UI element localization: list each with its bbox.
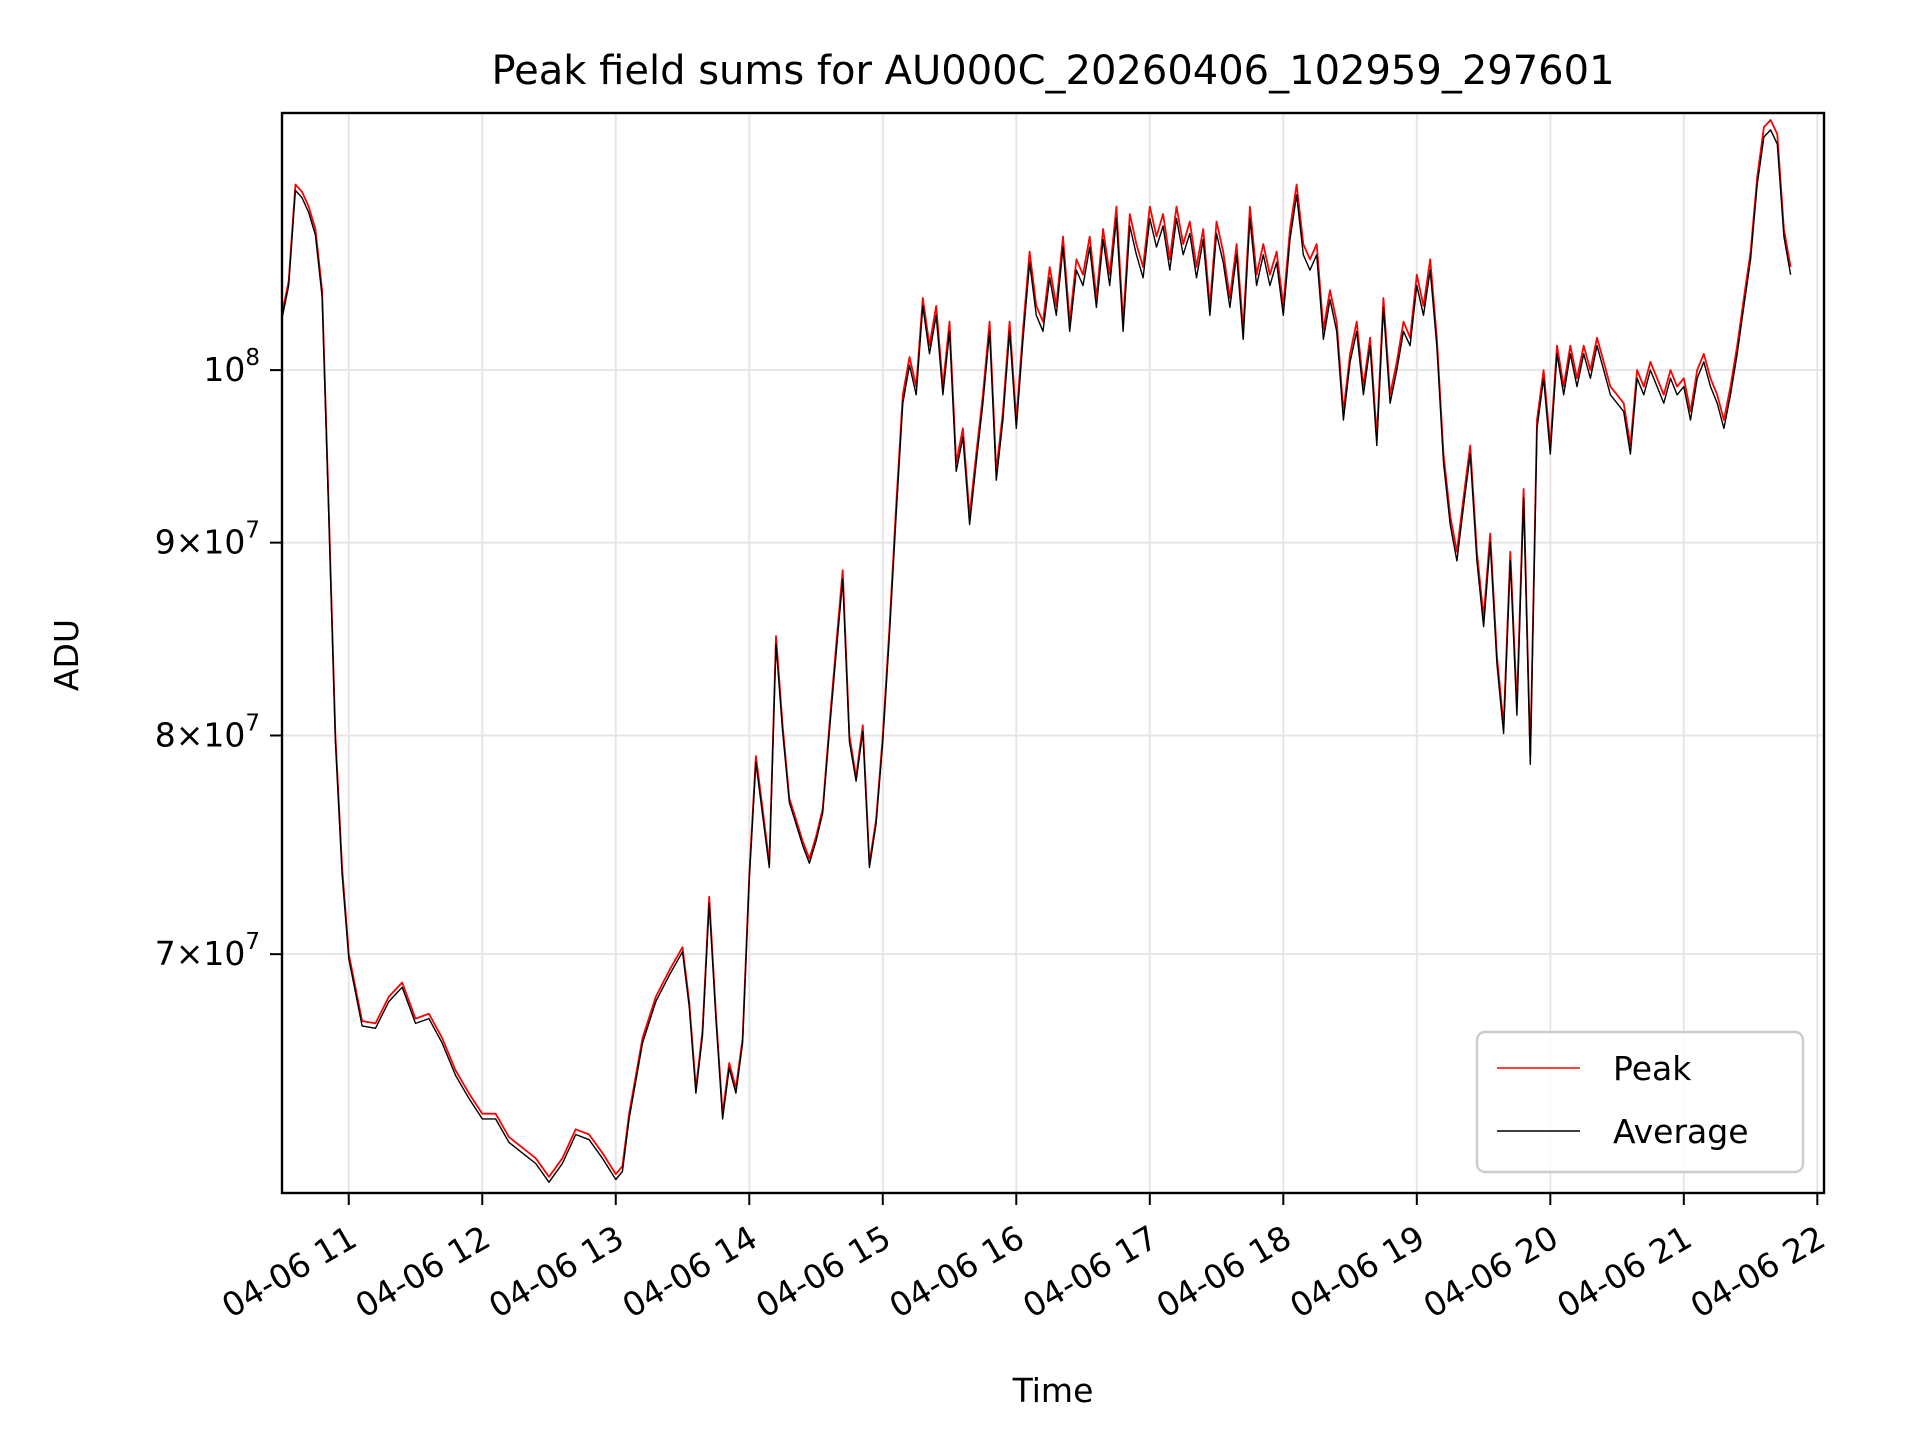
grid-layer — [282, 113, 1824, 1193]
y-tick-label-base: 8×10 — [155, 716, 246, 755]
chart-title: Peak field sums for AU000C_20260406_1029… — [491, 48, 1614, 94]
y-tick-label: 7×107 — [155, 929, 260, 973]
y-tick-label-exponent: 8 — [245, 345, 260, 371]
series-line-average — [281, 129, 1792, 1183]
series-layer — [281, 119, 1792, 1183]
y-tick-label-exponent: 7 — [245, 711, 260, 737]
y-tick-label: 9×107 — [155, 518, 260, 562]
y-tick-label: 8×107 — [155, 711, 260, 755]
x-axis-label: Time — [1012, 1371, 1094, 1410]
y-tick-label-exponent: 7 — [245, 518, 260, 544]
y-tick-label-base: 7×10 — [155, 934, 246, 973]
y-tick-label: 108 — [203, 345, 260, 389]
legend-label-peak: Peak — [1613, 1049, 1692, 1088]
legend-label-average: Average — [1613, 1112, 1749, 1151]
legend-box — [1475, 1030, 1805, 1174]
legend: Peak Average — [1475, 1030, 1805, 1174]
series-line-peak — [281, 119, 1792, 1178]
y-tick-label-base: 9×10 — [155, 523, 246, 562]
y-tick-label-base: 10 — [203, 350, 245, 389]
y-axis-label: ADU — [47, 619, 86, 691]
plot-frame — [280, 111, 1826, 1195]
y-tick-label-exponent: 7 — [245, 929, 260, 955]
